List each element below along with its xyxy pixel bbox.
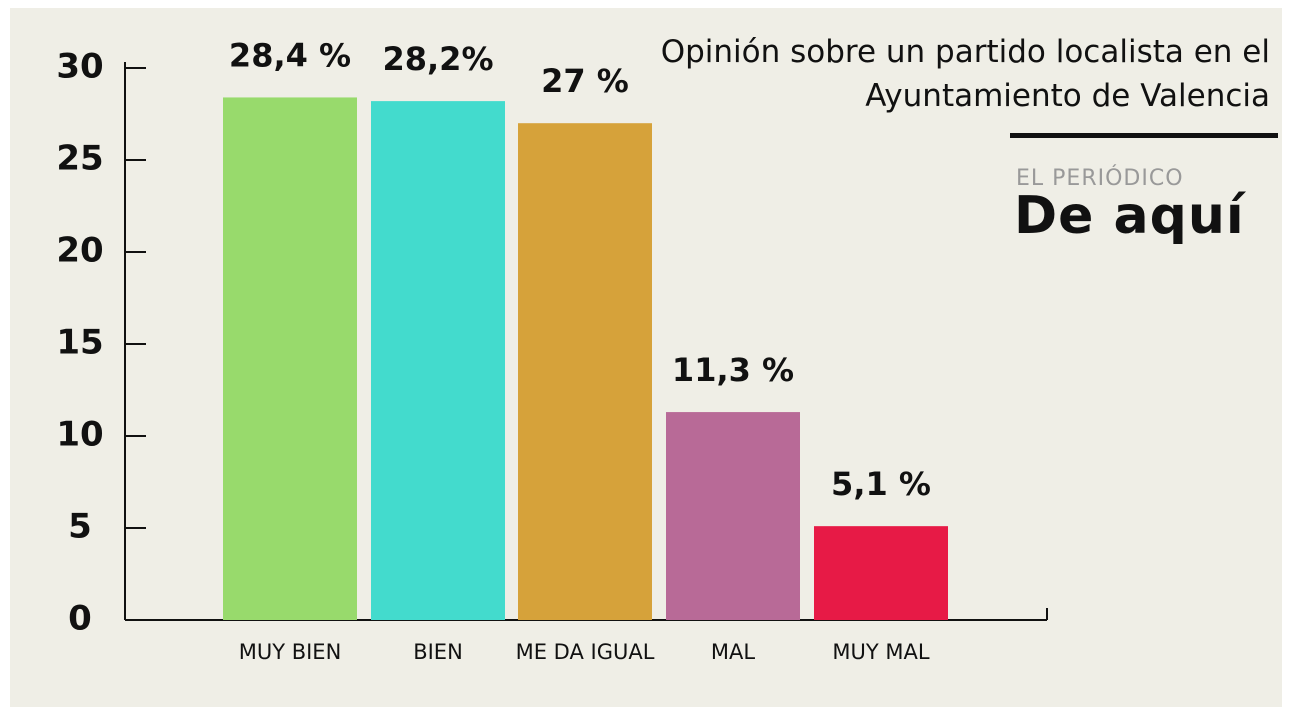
y-tick-label: 0: [68, 599, 92, 639]
x-tick-label: ME DA IGUAL: [516, 640, 655, 664]
bar: [666, 412, 800, 620]
logo-bottom: De aquí: [1014, 186, 1245, 246]
bar: [814, 526, 948, 620]
x-tick-label: MAL: [711, 640, 755, 664]
y-tick-label: 10: [56, 415, 103, 455]
bar: [223, 97, 357, 620]
value-label: 11,3 %: [672, 351, 794, 389]
x-tick-label: BIEN: [413, 640, 463, 664]
value-label: 28,2%: [382, 40, 493, 78]
x-tick-label: MUY MAL: [832, 640, 929, 664]
y-tick-label: 15: [56, 323, 103, 363]
chart-title: Opinión sobre un partido localista en el…: [660, 34, 1270, 114]
title-rule: [1010, 133, 1278, 138]
x-tick-label: MUY BIEN: [239, 640, 342, 664]
value-label: 28,4 %: [229, 36, 351, 74]
bar: [518, 123, 652, 620]
y-tick-label: 20: [56, 231, 103, 271]
y-tick-label: 30: [56, 47, 103, 87]
y-tick-label: 5: [68, 507, 92, 547]
bar: [371, 101, 505, 621]
logo-top: EL PERIÓDICO: [1016, 166, 1184, 191]
value-label: 5,1 %: [831, 465, 931, 503]
value-label: 27 %: [541, 62, 629, 100]
y-tick-label: 25: [56, 139, 103, 179]
